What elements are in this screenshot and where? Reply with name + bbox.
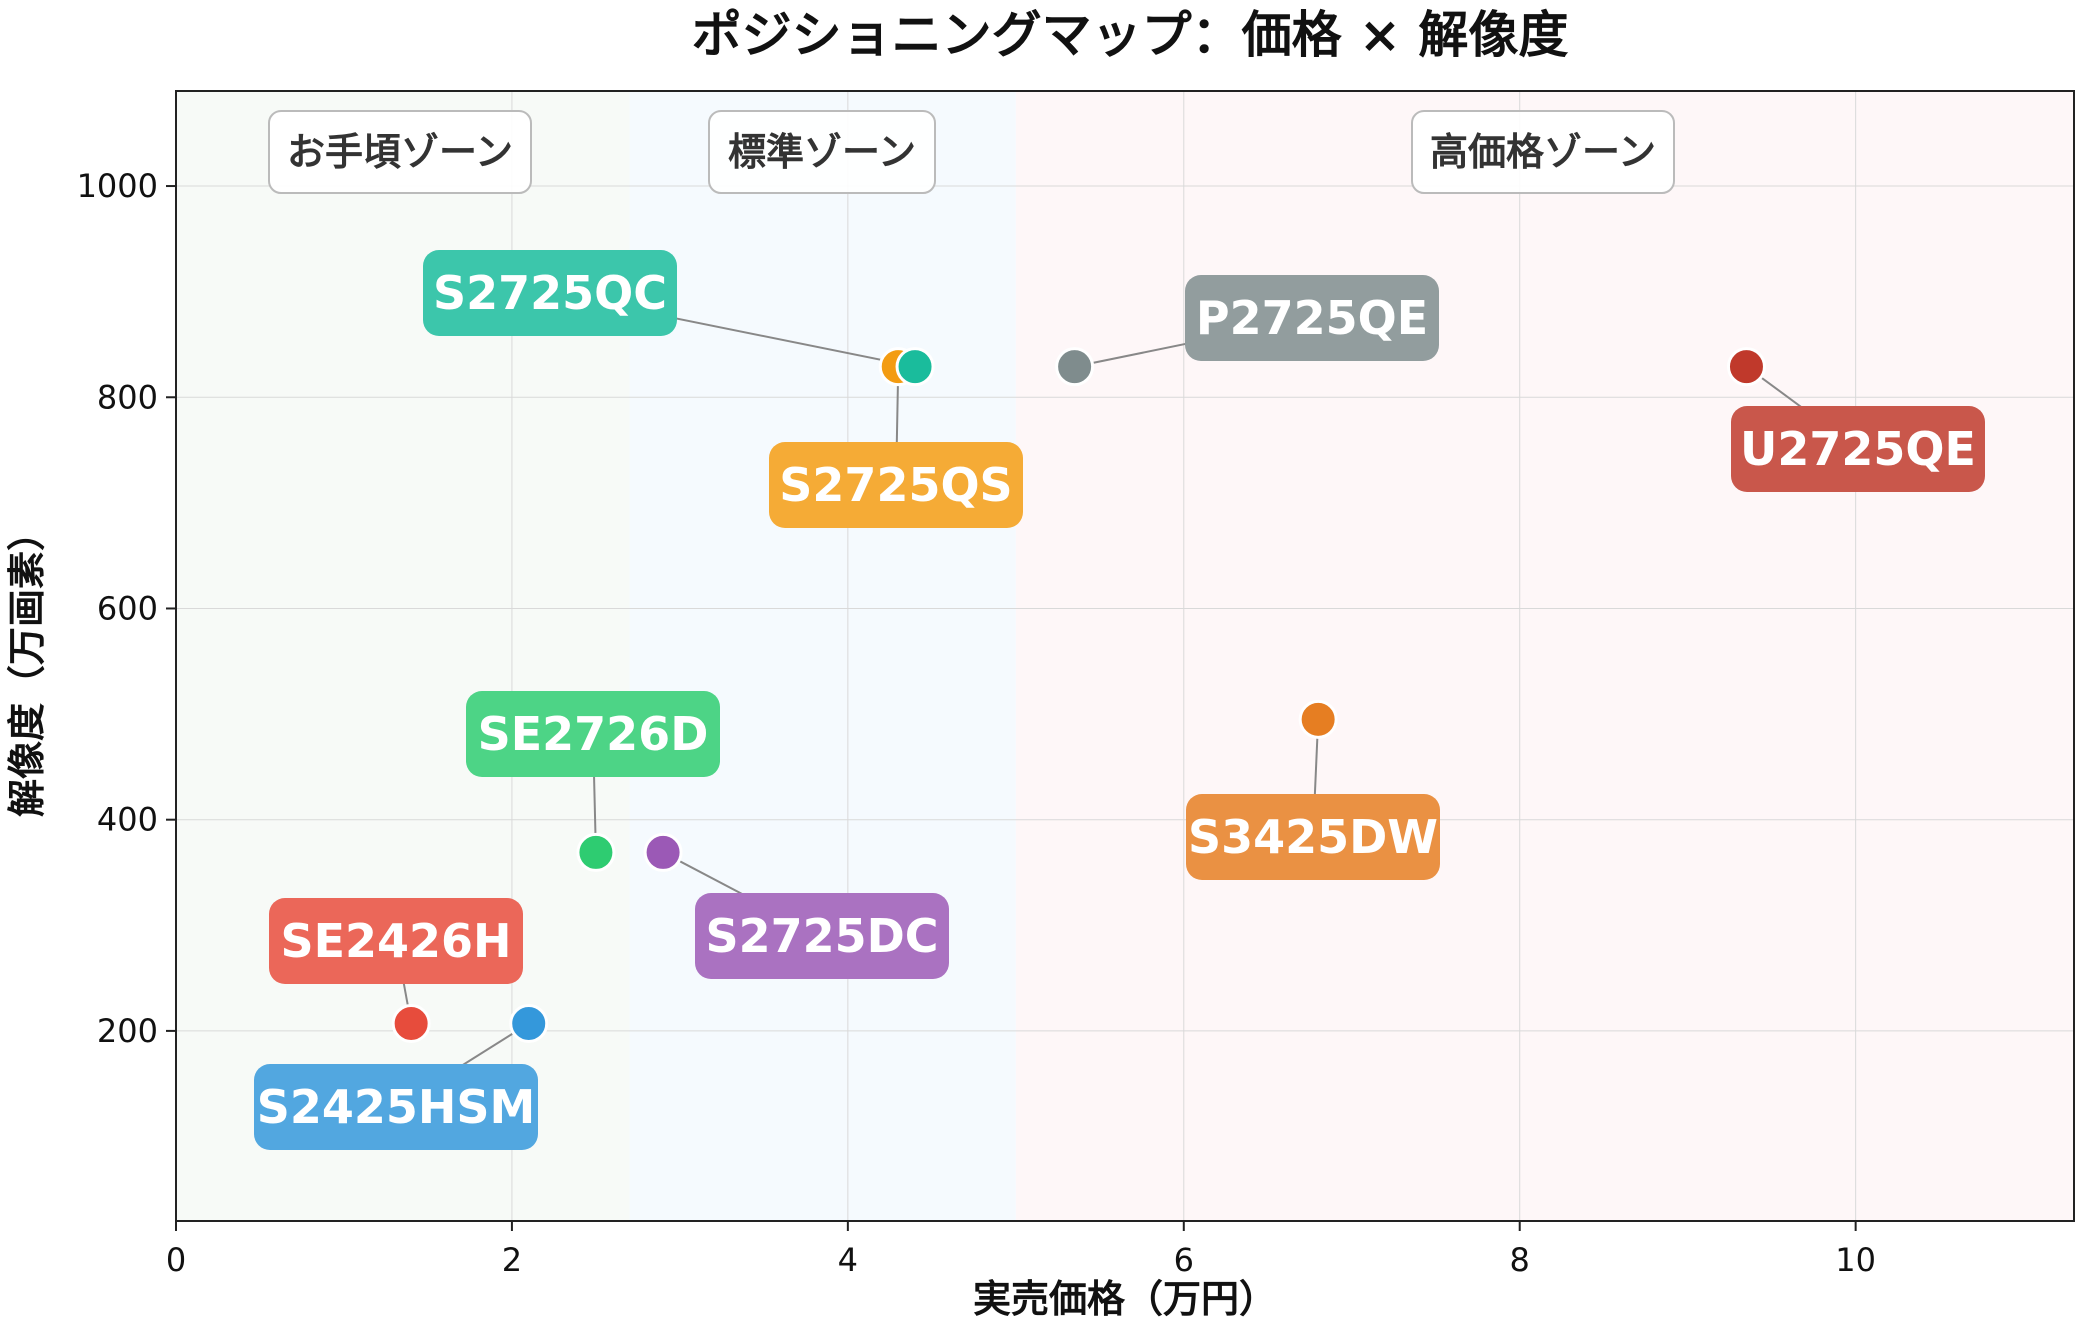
y-axis-label: 解像度（万画素） [5,513,49,817]
data-point [391,1004,431,1044]
labels-layer: SE2426H S2425HSM SE2726D S2725DC S2725QS S272… [254,250,1985,1150]
x-tick-label: 8 [1510,1241,1530,1279]
point-label-box [695,893,949,979]
zone-band [1015,91,2074,1221]
point-label-box [1185,275,1439,361]
point-label-box [1731,406,1985,492]
x-axis-label: 実売価格（万円） [973,1277,1277,1321]
y-tick-label: 600 [97,589,158,627]
x-tick-label: 4 [838,1241,858,1279]
point-label-box [466,691,720,777]
data-point [509,1004,549,1044]
points-layer [391,347,1766,1044]
point-label: U2725QE [1740,422,1976,476]
x-tick-label: 10 [1835,1241,1876,1279]
data-point [1055,347,1095,387]
y-tick-label: 1000 [77,167,158,205]
point-label-box [254,1064,538,1150]
zone-label-box [708,110,936,194]
point-label: S3425DW [1188,810,1438,864]
x-tick-label: 0 [166,1241,186,1279]
zone-label: 高価格ゾーン [1430,130,1656,174]
y-tick-label: 400 [97,801,158,839]
point-label: SE2426H [280,914,511,968]
point-label: S2725QC [433,266,667,320]
data-point [895,347,935,387]
y-tick-label: 200 [97,1012,158,1050]
point-label-box [269,898,523,984]
data-point [576,832,616,872]
point-label: P2725QE [1196,291,1428,345]
zone-label: 標準ゾーン [728,130,916,174]
point-label-box [423,250,677,336]
point-label-box [769,442,1023,528]
data-point [1298,699,1338,739]
plot-frame [175,90,2075,1222]
point-label: SE2726D [478,707,709,761]
zone-label-box [268,110,532,194]
data-point [1726,347,1766,387]
zone-band [629,91,1016,1221]
zone-label-box [1411,110,1675,194]
ticks-layer: 0 2 4 6 8 10 200 400 600 800 1000 [77,167,1876,1279]
y-tick-label: 800 [97,378,158,416]
x-tick-label: 2 [502,1241,522,1279]
x-tick-label: 6 [1174,1241,1194,1279]
point-label: S2725DC [705,909,938,963]
point-label: S2425HSM [257,1080,536,1134]
zone-label: お手頃ゾーン [287,130,513,174]
point-label: S2725QS [779,458,1012,512]
zone-labels-layer: お手頃ゾーン 標準ゾーン 高価格ゾーン [268,110,1675,194]
chart-title: ポジショニングマップ：価格 × 解像度 [692,6,1569,64]
data-point [643,832,683,872]
point-label-box [1186,794,1440,880]
